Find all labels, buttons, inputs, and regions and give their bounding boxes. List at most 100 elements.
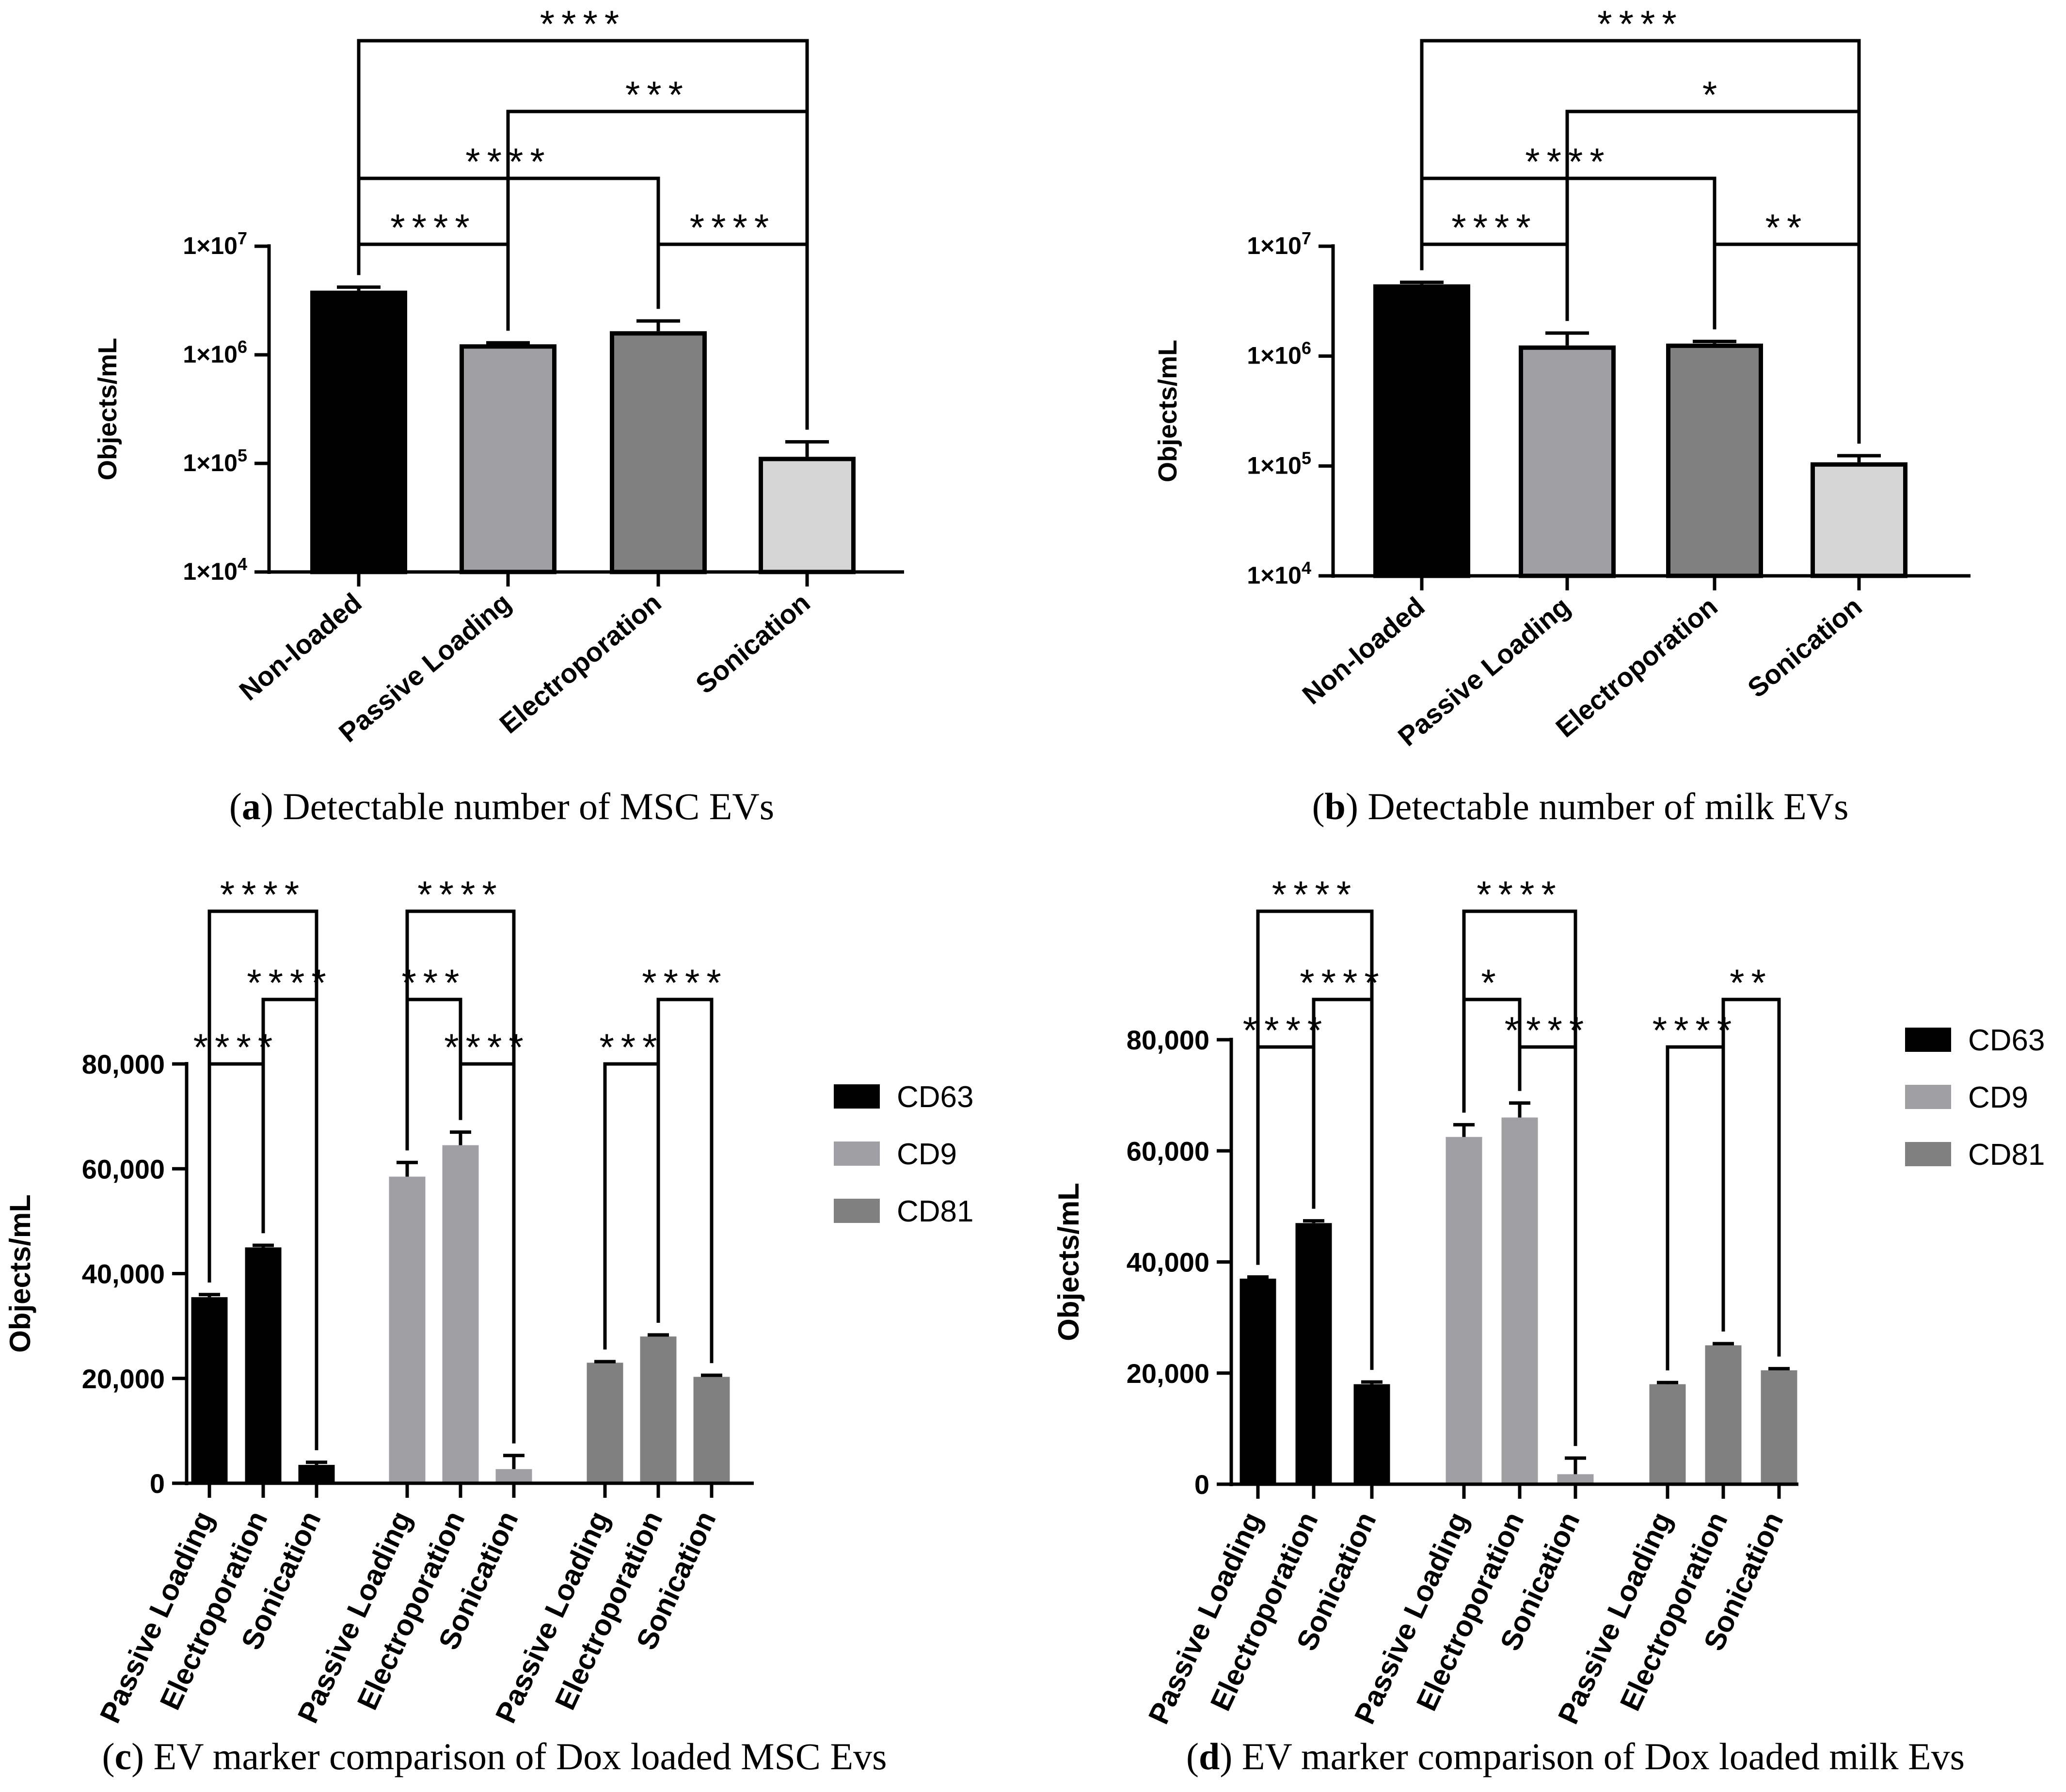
y-tick-label: 1×107 [1247, 228, 1311, 259]
bar [245, 1247, 282, 1483]
significance-label: **** [444, 1026, 530, 1068]
bar [1353, 1384, 1390, 1484]
panel-b: 1×104 1×105 1×106 1×107 Objects/mL Non-loaded… [1153, 2, 1971, 827]
significance-label: **** [1653, 1009, 1738, 1051]
significance-label: **** [220, 873, 306, 916]
significance-label: * [1702, 73, 1724, 116]
legend-label: CD63 [1968, 1024, 2045, 1057]
bar [298, 1465, 335, 1483]
x-tick-label: Non-loaded [1296, 591, 1430, 710]
y-tick-label: 20,000 [1127, 1358, 1209, 1389]
bar [442, 1145, 479, 1483]
y-tick-label: 80,000 [1127, 1025, 1209, 1055]
bar [610, 331, 707, 574]
bar [495, 1469, 532, 1483]
bar [640, 1336, 677, 1483]
y-tick-label: 1×106 [1247, 338, 1311, 369]
axes: 0 20,000 40,000 60,000 80,000 [82, 1049, 754, 1499]
significance-label: **** [193, 1026, 279, 1068]
bars [1373, 280, 1907, 578]
bar [693, 1377, 730, 1483]
y-tick-label: 40,000 [1127, 1247, 1209, 1278]
significance-bracket [656, 998, 714, 1364]
significance-label: ** [1765, 206, 1809, 249]
significance-bracket [1420, 39, 1861, 444]
panel-d: 020,00040,00060,00080,000Objects/mLPassi… [1052, 873, 2045, 1777]
bar [1666, 343, 1763, 578]
significance-bracket [1721, 998, 1781, 1357]
panel-caption: (c) EV marker comparison of Dox loaded M… [102, 1735, 887, 1777]
x-tick-label: Electroporation [493, 587, 667, 739]
legend-swatch [1905, 1028, 1951, 1052]
y-tick-label: 80,000 [82, 1049, 165, 1079]
panel-caption: (b) Detectable number of milk EVs [1312, 785, 1849, 827]
y-tick-label: 60,000 [82, 1154, 165, 1184]
panel-caption: (d) EV marker comparison of Dox loaded m… [1186, 1735, 1965, 1777]
legend-swatch [1905, 1142, 1951, 1166]
significance-bracket [405, 998, 462, 1151]
panel-a: 1×104 1×105 1×106 1×107 Objects/mL Non-loaded… [93, 2, 904, 827]
y-tick-label: 60,000 [1127, 1136, 1209, 1166]
y-tick-label: 40,000 [82, 1259, 165, 1289]
legend: CD63 CD9 CD81 [834, 1080, 974, 1228]
bar [1501, 1117, 1538, 1484]
significance-brackets: **** *************** [357, 2, 809, 430]
y-axis-title: Objects/mL [93, 338, 122, 480]
significance-label: **** [247, 961, 333, 1004]
y-tick-label: 1×107 [183, 228, 247, 259]
significance-label: **** [390, 206, 476, 249]
bars [191, 1130, 730, 1483]
x-tick-label: Electroporation [1550, 591, 1723, 743]
significance-brackets: **** *********** [1420, 2, 1861, 444]
significance-label: **** [417, 873, 503, 916]
significance-label: **** [1272, 873, 1358, 916]
significance-bracket [405, 909, 516, 1443]
y-axis-title: Objects/mL [4, 1194, 36, 1353]
significance-label: **** [1243, 1009, 1329, 1051]
significance-bracket [603, 1062, 660, 1350]
significance-bracket [1666, 1045, 1725, 1371]
legend-label: CD81 [1968, 1138, 2045, 1172]
significance-bracket [1462, 909, 1577, 1446]
bar [1811, 462, 1907, 578]
significance-label: * [1481, 961, 1502, 1004]
significance-label: *** [401, 961, 466, 1004]
significance-label: **** [1451, 206, 1537, 249]
legend-swatch [834, 1199, 880, 1223]
x-tick-label: Non-loaded [233, 587, 367, 706]
bar [1557, 1474, 1594, 1484]
significance-bracket [357, 39, 809, 430]
legend-label: CD9 [1968, 1081, 2028, 1114]
significance-brackets: *************************** [1243, 873, 1781, 1446]
bar [1761, 1370, 1797, 1484]
significance-label: **** [642, 961, 728, 1004]
x-tick-label: Sonication [1742, 591, 1868, 703]
legend-swatch [834, 1142, 880, 1166]
axes: 0 20,000 40,000 60,000 80,000 [1127, 1025, 1798, 1500]
significance-label: **** [1525, 140, 1611, 183]
y-tick-label: 1×104 [183, 554, 247, 585]
significance-label: **** [1300, 961, 1385, 1004]
significance-label: **** [1597, 2, 1683, 45]
bars [1240, 1101, 1797, 1484]
bars [310, 285, 856, 574]
y-tick-label: 20,000 [82, 1364, 165, 1394]
legend-label: CD81 [897, 1195, 974, 1228]
y-tick-label: 0 [1194, 1469, 1209, 1500]
bar [1519, 345, 1616, 578]
y-tick-label: 1×105 [1247, 448, 1311, 479]
y-axis-title: Objects/mL [1153, 340, 1182, 482]
legend-label: CD9 [897, 1138, 957, 1171]
y-tick-label: 1×105 [183, 445, 247, 476]
axes: 1×104 1×105 1×106 1×107 [183, 228, 904, 587]
panel-caption: (a) Detectable number of MSC EVs [229, 785, 774, 827]
bar [1295, 1223, 1332, 1484]
significance-label: **** [465, 140, 551, 183]
axes: 1×104 1×105 1×106 1×107 [1247, 228, 1971, 590]
significance-label: ** [1730, 961, 1773, 1004]
significance-bracket [207, 909, 318, 1450]
significance-label: **** [540, 2, 626, 45]
bar [1373, 284, 1470, 578]
significance-label: *** [599, 1026, 664, 1068]
